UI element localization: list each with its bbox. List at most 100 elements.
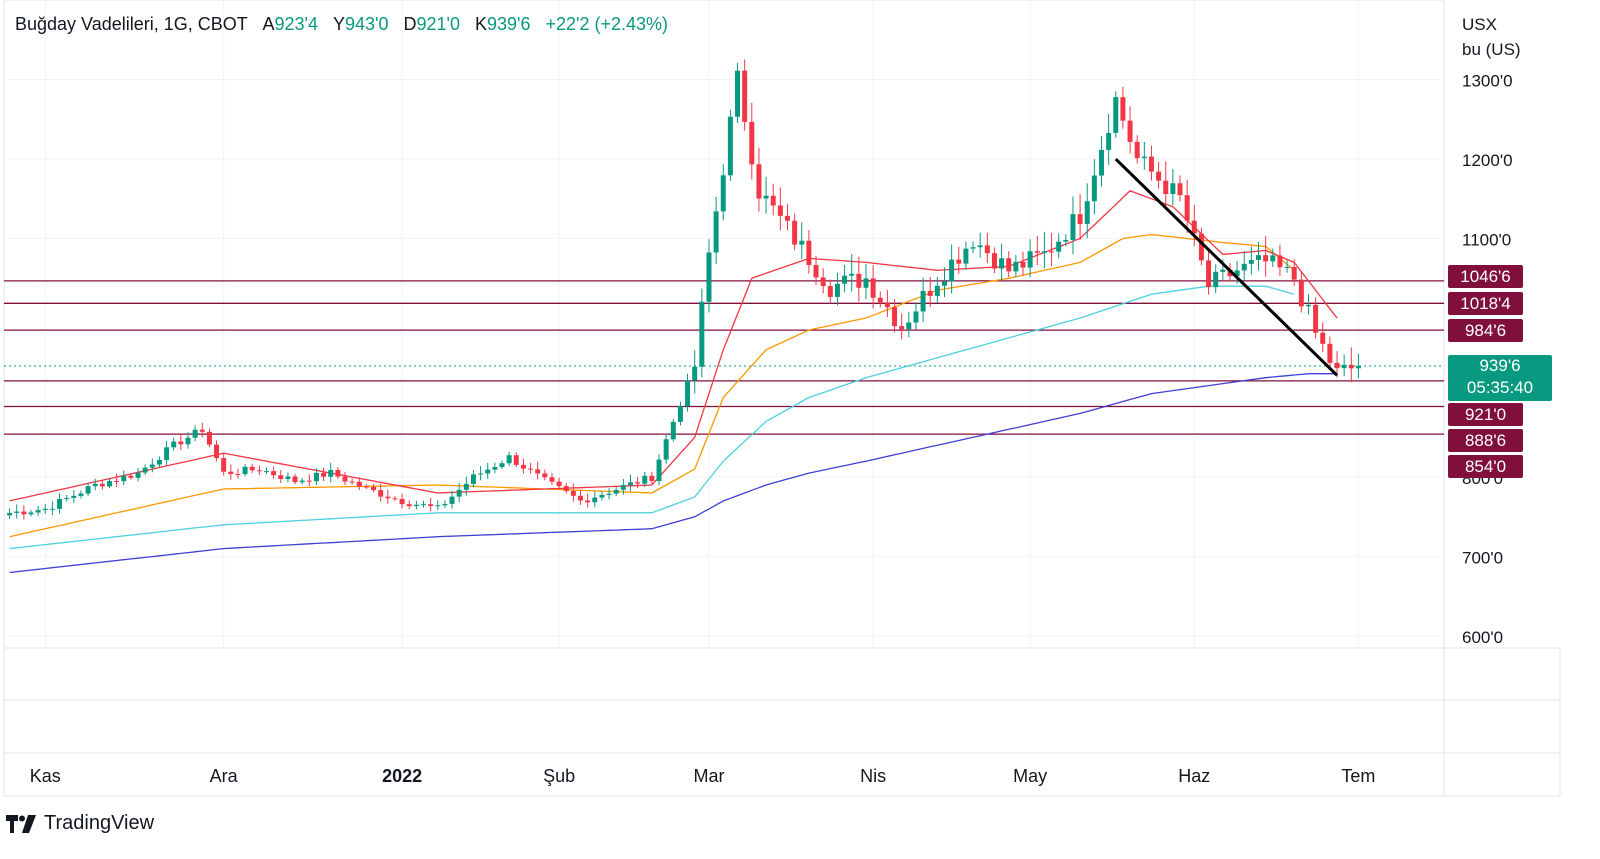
- candle-body: [656, 459, 662, 481]
- candle-body: [1348, 364, 1354, 369]
- candle-body: [784, 215, 790, 221]
- candle-body: [1313, 304, 1319, 333]
- change-value: +22'2 (+2.43%): [545, 14, 669, 34]
- candle-body: [1234, 270, 1240, 277]
- candle-body: [449, 496, 455, 504]
- candle-body: [927, 290, 933, 296]
- candle-body: [249, 466, 255, 471]
- x-tick-label: Şub: [543, 766, 575, 786]
- candle-body: [1106, 132, 1112, 150]
- candle-body: [1070, 214, 1076, 240]
- unit-line1: USX: [1462, 15, 1497, 34]
- brand-name: TradingView: [44, 812, 155, 834]
- x-tick-label: Kas: [30, 766, 61, 786]
- level-label: 854'0: [1448, 455, 1523, 478]
- candle-body: [513, 455, 519, 465]
- candle-body: [1327, 343, 1333, 363]
- candle-body: [813, 264, 819, 278]
- candle-body: [792, 220, 798, 245]
- level-label: 1018'4: [1448, 292, 1523, 315]
- candle-body: [214, 444, 220, 459]
- candle-body: [627, 482, 633, 486]
- candle-body: [321, 472, 327, 477]
- candle-body: [1277, 255, 1283, 268]
- candle-body: [35, 510, 41, 513]
- candle-body: [1127, 120, 1133, 142]
- candle-body: [585, 500, 591, 503]
- candle-body: [549, 477, 555, 482]
- candle-body: [956, 259, 962, 264]
- candle-body: [1063, 239, 1069, 242]
- candle-body: [421, 504, 427, 506]
- candle-body: [7, 512, 13, 516]
- candle-body: [749, 121, 755, 165]
- candle-body: [863, 278, 869, 288]
- ma-fast-line: [9, 190, 1338, 502]
- x-tick-label: Nis: [860, 766, 886, 786]
- x-tick-label: Tem: [1341, 766, 1375, 786]
- candle-body: [663, 439, 669, 460]
- candle-body: [192, 429, 198, 438]
- candle-body: [399, 498, 405, 505]
- candle-body: [578, 495, 584, 501]
- candle-body: [892, 307, 898, 327]
- candle-body: [335, 470, 341, 477]
- candle-body: [1041, 251, 1047, 253]
- candle-body: [149, 464, 155, 468]
- tradingview-logo[interactable]: TradingView: [6, 812, 154, 835]
- candle-body: [57, 499, 63, 509]
- y-tick-label: 700'0: [1462, 549, 1503, 568]
- x-tick-label: Haz: [1178, 766, 1210, 786]
- candle-body: [263, 471, 269, 473]
- candle-body: [221, 458, 227, 472]
- x-tick-label: Ara: [210, 766, 239, 786]
- candle-body: [777, 205, 783, 216]
- candle-body: [1284, 266, 1290, 268]
- candle-body: [849, 273, 855, 276]
- candle-body: [278, 475, 284, 480]
- candle-body: [1113, 97, 1119, 133]
- bar-countdown: 05:35:40: [1466, 378, 1534, 397]
- candle-body: [820, 277, 826, 287]
- candle-body: [1056, 241, 1062, 252]
- candle-body: [884, 302, 890, 308]
- candle-body: [920, 290, 926, 312]
- low-label: D: [403, 14, 417, 34]
- candle-body: [185, 437, 191, 445]
- candle-body: [941, 281, 947, 286]
- high-value: 943'0: [345, 14, 389, 34]
- candle-body: [1191, 220, 1197, 234]
- candle-body: [85, 486, 91, 494]
- candle-body: [735, 70, 741, 117]
- candle-body: [899, 326, 905, 330]
- candle-body: [827, 286, 833, 297]
- candle-body: [613, 489, 619, 494]
- candle-body: [1020, 261, 1026, 268]
- candle-body: [235, 474, 241, 476]
- candle-body: [1355, 365, 1361, 369]
- x-tick-label: May: [1013, 766, 1047, 786]
- candle-body: [114, 481, 120, 483]
- candle-body: [635, 482, 641, 484]
- candle-body: [713, 211, 719, 253]
- trend-line: [1114, 157, 1339, 377]
- candle-body: [206, 431, 212, 445]
- candle-body: [1241, 263, 1247, 271]
- candle-body: [685, 380, 691, 407]
- candle-body: [470, 474, 476, 484]
- level-label: 888'6: [1448, 429, 1523, 452]
- candle-body: [1263, 255, 1269, 262]
- candle-body: [649, 475, 655, 481]
- high-label: Y: [332, 14, 345, 34]
- candle-body: [1291, 266, 1297, 280]
- candle-body: [1270, 255, 1276, 262]
- candle-body: [1006, 258, 1012, 272]
- ma-mid-line: [9, 233, 1295, 538]
- candle-body: [706, 252, 712, 302]
- candle-body: [720, 175, 726, 212]
- candle-body: [913, 311, 919, 323]
- candle-body: [677, 406, 683, 422]
- candle-body: [1091, 175, 1097, 202]
- candle-body: [28, 512, 34, 515]
